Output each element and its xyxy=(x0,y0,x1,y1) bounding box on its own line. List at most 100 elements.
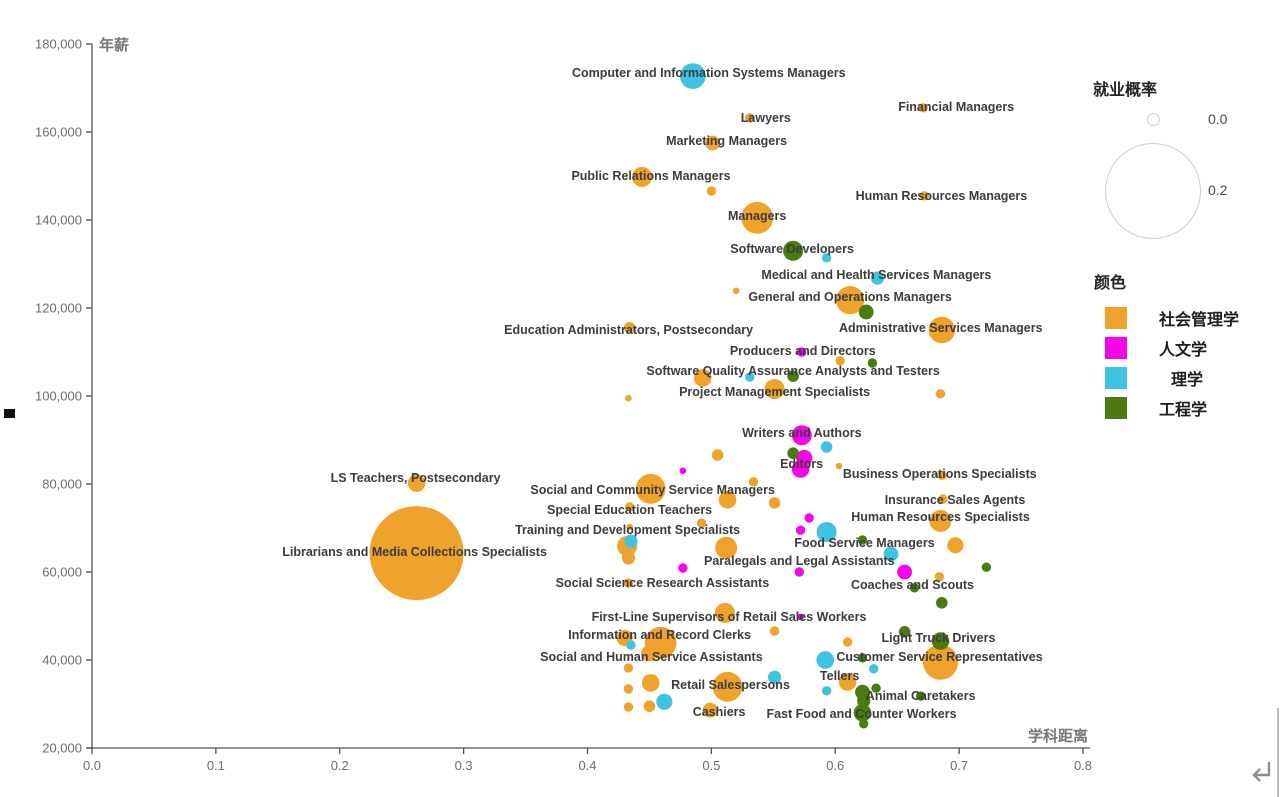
bubble-unlabeled[interactable] xyxy=(787,447,799,460)
bubble-retail-salespersons[interactable] xyxy=(712,671,743,702)
bubble-administrative-services-managers[interactable] xyxy=(928,316,956,344)
bubble-unlabeled[interactable] xyxy=(696,518,707,528)
bubble-unlabeled[interactable] xyxy=(869,664,879,674)
size-legend-title: 就业概率 xyxy=(1093,82,1158,99)
bubble-unlabeled[interactable] xyxy=(623,663,634,673)
legend-item-sci[interactable]: 理学 xyxy=(1105,363,1239,393)
bubble-food-service-managers[interactable] xyxy=(857,535,868,545)
bubble-training-and-development-specialists[interactable] xyxy=(626,523,633,531)
bubble-unlabeled[interactable] xyxy=(769,626,780,636)
bubble-unlabeled[interactable] xyxy=(859,719,869,729)
bubble-unlabeled[interactable] xyxy=(626,640,636,650)
bubble-software-developers[interactable] xyxy=(783,240,804,261)
bubble-unlabeled[interactable] xyxy=(679,467,687,475)
bubble-computer-and-information-systems-managers[interactable] xyxy=(679,63,706,89)
bubble-social-and-community-service-managers[interactable] xyxy=(635,473,666,504)
bubble-unlabeled[interactable] xyxy=(857,694,871,708)
bubble-human-resources-managers[interactable] xyxy=(919,191,930,201)
bubble-unlabeled[interactable] xyxy=(871,683,881,693)
bubble-marketing-managers[interactable] xyxy=(705,135,720,151)
bubble-unlabeled[interactable] xyxy=(898,626,911,638)
bubble-software-quality-assurance-analysts-and-testers[interactable] xyxy=(787,370,799,383)
bubble-managers[interactable] xyxy=(741,201,774,234)
bubble-unlabeled[interactable] xyxy=(623,702,634,712)
bubble-lawyers[interactable] xyxy=(745,113,755,123)
legend-label: 社会管理学 xyxy=(1159,312,1240,329)
bubble-unlabeled[interactable] xyxy=(935,389,946,399)
bubble-general-and-operations-managers[interactable] xyxy=(836,286,865,315)
bubble-first-line-supervisors-of-retail-sales-workers[interactable] xyxy=(715,602,735,623)
legend-item-soc[interactable]: 社会管理学 xyxy=(1105,303,1239,333)
bubble-unlabeled[interactable] xyxy=(883,546,899,562)
bubble-education-administrators-postsecondary[interactable] xyxy=(623,322,636,334)
bubble-unlabeled[interactable] xyxy=(656,693,673,710)
bubble-unlabeled[interactable] xyxy=(867,358,878,368)
bubble-unlabeled[interactable] xyxy=(745,372,755,382)
bubble-special-education-teachers[interactable] xyxy=(624,502,635,512)
bubble-producers-and-directors[interactable] xyxy=(797,347,807,357)
bubble-unlabeled[interactable] xyxy=(804,513,814,523)
bubble-unlabeled[interactable] xyxy=(821,686,832,696)
bubble-unlabeled[interactable] xyxy=(835,356,845,366)
bubble-unlabeled[interactable] xyxy=(678,563,688,573)
data-label: Food Service Managers xyxy=(794,536,934,550)
bubble-unlabeled[interactable] xyxy=(858,304,874,320)
bubble-coaches-and-scouts[interactable] xyxy=(909,583,920,593)
data-label: Insurance Sales Agents xyxy=(885,493,1026,507)
bubble-unlabeled[interactable] xyxy=(981,562,992,572)
bubble-unlabeled[interactable] xyxy=(624,534,638,548)
bubble-social-science-research-assistants[interactable] xyxy=(623,578,634,588)
bubble-unlabeled[interactable] xyxy=(706,186,717,196)
bubble-unlabeled[interactable] xyxy=(718,491,737,509)
bubble-business-operations-specialists[interactable] xyxy=(937,470,947,480)
bubble-medical-and-health-services-managers[interactable] xyxy=(870,271,885,285)
bubble-unlabeled[interactable] xyxy=(621,551,636,565)
bubble-unlabeled[interactable] xyxy=(768,670,782,684)
bubble-librarians-and-media-collections-specialists[interactable] xyxy=(369,506,464,601)
bubble-unlabeled[interactable] xyxy=(857,653,868,663)
bubble-unlabeled[interactable] xyxy=(732,287,740,295)
bubble-unlabeled[interactable] xyxy=(711,449,724,461)
bubble-unlabeled[interactable] xyxy=(835,462,843,470)
bubble-ls-teachers-postsecondary[interactable] xyxy=(407,474,426,492)
bubble-unlabeled[interactable] xyxy=(816,522,837,542)
bubble-unlabeled[interactable] xyxy=(795,525,806,535)
bubble-insurance-sales-agents[interactable] xyxy=(938,494,948,504)
x-tick-label: 0.5 xyxy=(702,758,720,773)
bubble-cashiers[interactable] xyxy=(702,702,718,718)
bubble-unlabeled[interactable] xyxy=(796,449,813,467)
bubble-unlabeled[interactable] xyxy=(768,497,781,509)
bubble-unlabeled[interactable] xyxy=(797,613,804,621)
bubble-unlabeled[interactable] xyxy=(934,572,944,582)
bubble-social-and-human-service-assistants[interactable] xyxy=(641,644,658,662)
bubble-customer-service-representatives[interactable] xyxy=(922,644,959,680)
bubble-unlabeled[interactable] xyxy=(641,674,660,692)
bubble-unlabeled[interactable] xyxy=(820,441,833,453)
bubble-unlabeled[interactable] xyxy=(947,537,964,554)
bubble-unlabeled[interactable] xyxy=(748,477,759,487)
bubble-light-truck-drivers[interactable] xyxy=(931,632,950,650)
bubble-animal-caretakers[interactable] xyxy=(916,691,926,701)
bubble-unlabeled[interactable] xyxy=(936,597,948,609)
bubble-unlabeled[interactable] xyxy=(897,564,912,580)
bubble-unlabeled[interactable] xyxy=(625,394,632,402)
bubble-paralegals-and-legal-assistants[interactable] xyxy=(794,567,804,577)
bubble-unlabeled[interactable] xyxy=(693,369,712,387)
bubble-unlabeled[interactable] xyxy=(821,253,832,263)
bubble-unlabeled[interactable] xyxy=(816,651,835,669)
y-tick-label: 80,000 xyxy=(42,477,82,492)
legend-item-eng[interactable]: 工程学 xyxy=(1105,393,1239,423)
bubble-financial-managers[interactable] xyxy=(918,103,928,113)
bubble-human-resources-specialists[interactable] xyxy=(929,510,952,532)
bubble-project-management-specialists[interactable] xyxy=(764,379,785,399)
bubble-unlabeled[interactable] xyxy=(842,637,853,647)
bubble-unlabeled[interactable] xyxy=(623,684,634,694)
legend-item-hum[interactable]: 人文学 xyxy=(1105,333,1239,363)
bubble-unlabeled[interactable] xyxy=(715,536,738,559)
bubble-fast-food-and-counter-workers[interactable] xyxy=(853,704,872,722)
bubble-unlabeled[interactable] xyxy=(643,700,656,712)
bubble-writers-and-authors[interactable] xyxy=(791,425,812,446)
bubble-public-relations-managers[interactable] xyxy=(632,166,652,187)
x-tick-label: 0.8 xyxy=(1074,758,1092,773)
bubble-tellers[interactable] xyxy=(838,673,857,691)
